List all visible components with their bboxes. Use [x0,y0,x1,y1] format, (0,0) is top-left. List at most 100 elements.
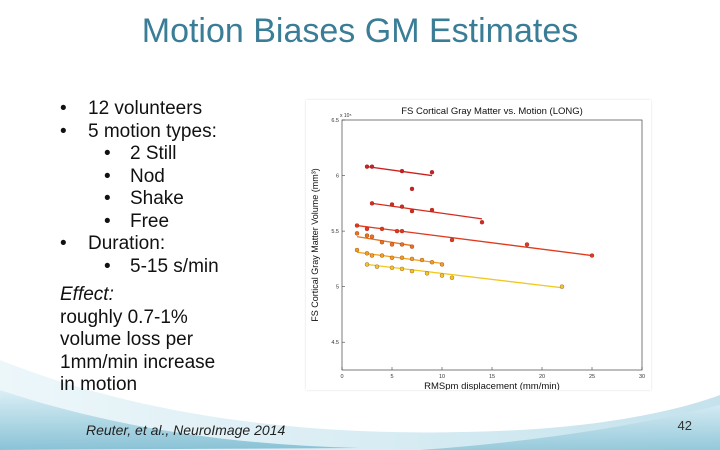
data-point [409,268,415,274]
data-point [354,247,360,253]
data-point [394,228,400,234]
data-point [449,275,455,280]
data-point [524,242,530,247]
data-point [364,164,370,169]
data-point [364,262,370,267]
bullet-dot: • [60,98,67,119]
bullet-text: 5-15 s/min [130,255,219,277]
data-point [379,253,385,258]
data-point [369,201,375,206]
y-axis-label: FS Cortical Gray Matter Volume (mm³) [310,168,320,322]
data-point [374,264,380,269]
data-point [399,242,405,247]
bullet-item: • Duration: [58,233,308,256]
bullet-text: 5 motion types: [88,120,217,142]
fit-line [356,224,593,257]
bullet-dot: • [60,233,67,254]
data-point [399,266,405,272]
data-point [389,265,395,270]
data-point [429,207,435,213]
chart-svg: FS Cortical Gray Matter vs. Motion (LONG… [310,106,645,390]
x-tick-label: 5 [390,374,393,380]
data-point [409,256,415,262]
data-point [354,223,360,228]
data-point [479,220,485,225]
data-point [424,271,430,276]
y-tick-label: 4.5 [331,340,339,346]
data-point [439,273,445,278]
data-point [389,202,395,207]
data-point [409,208,415,214]
x-tick-label: 10 [439,374,445,380]
data-point [389,242,395,247]
plot-frame [341,119,643,371]
data-point [409,244,415,249]
data-point [369,164,375,169]
bullet-dot: • [60,120,67,142]
citation: Reuter, et al., NeuroImage 2014 [86,422,286,438]
bullet-dot: • [104,188,111,209]
data-point [364,226,370,232]
x-tick-label: 25 [589,374,595,380]
bullet-item: • Free [58,211,308,234]
data-point [409,186,415,192]
fit-line [356,251,443,264]
bullet-dot: • [104,143,111,164]
x-axis-label: RMSpm displacement (mm/min) [424,381,560,390]
bullet-text: 2 Still [130,143,177,164]
fit-line [371,202,483,220]
bullet-item: • 12 volunteers [58,98,308,121]
bullet-item: • 5 motion types: [58,121,308,144]
data-point [429,170,435,175]
data-point [364,251,370,256]
data-point [389,255,395,260]
bullet-dot: • [104,165,111,187]
bullet-item: • 2 Still [58,143,308,166]
page-number: 42 [677,418,692,433]
data-point [379,240,385,245]
effect-line: volume loss per [60,329,194,350]
bullet-text: Shake [130,188,184,209]
effect-line: roughly 0.7-1% [60,306,188,328]
x-tick-label: 15 [489,374,495,380]
data-point [399,255,405,260]
effect-line: 1mm/min increase [60,351,216,373]
effect-summary: Effect: roughly 0.7-1% volume loss per 1… [60,284,300,397]
data-point [559,284,565,289]
chart-title: FS Cortical Gray Matter vs. Motion (LONG… [401,106,583,117]
slide-title: Motion Biases GM Estimates [141,12,579,50]
y-tick-label: 6.5 [331,118,339,124]
x-tick-label: 20 [539,374,545,380]
data-point [399,228,405,234]
bullet-text: Duration: [88,233,166,254]
bullet-dot: • [104,255,111,277]
scatter-figure: FS Cortical Gray Matter vs. Motion (LONG… [306,100,651,390]
data-point [419,257,425,263]
y-tick-label: 6 [336,174,339,180]
data-point [399,204,405,209]
bullet-item: • 5-15 s/min [58,256,308,279]
data-point [439,262,445,267]
data-point [369,253,375,258]
data-point [379,226,385,232]
data-point [369,234,375,239]
fit-line [366,166,433,177]
data-point [364,233,370,238]
bullet-text: Free [130,210,170,232]
bullet-dot: • [104,210,111,232]
bullet-text: Nod [130,165,165,187]
bullet-item: • Nod [58,166,308,189]
x-tick-label: 0 [340,374,343,380]
y-multiplier-label: x 10⁵ [340,113,352,119]
bullet-list: • 12 volunteers • 5 motion types: • 2 Still • N… [58,98,308,278]
bullet-text: 12 volunteers [88,98,203,119]
effect-line: in motion [60,374,138,395]
data-point [589,253,595,258]
y-tick-label: 5 [336,285,339,291]
data-point [429,260,435,265]
data-point [399,168,405,174]
effect-label: Effect: [60,284,114,305]
fit-line [366,263,563,289]
y-tick-label: 5.5 [331,229,339,235]
